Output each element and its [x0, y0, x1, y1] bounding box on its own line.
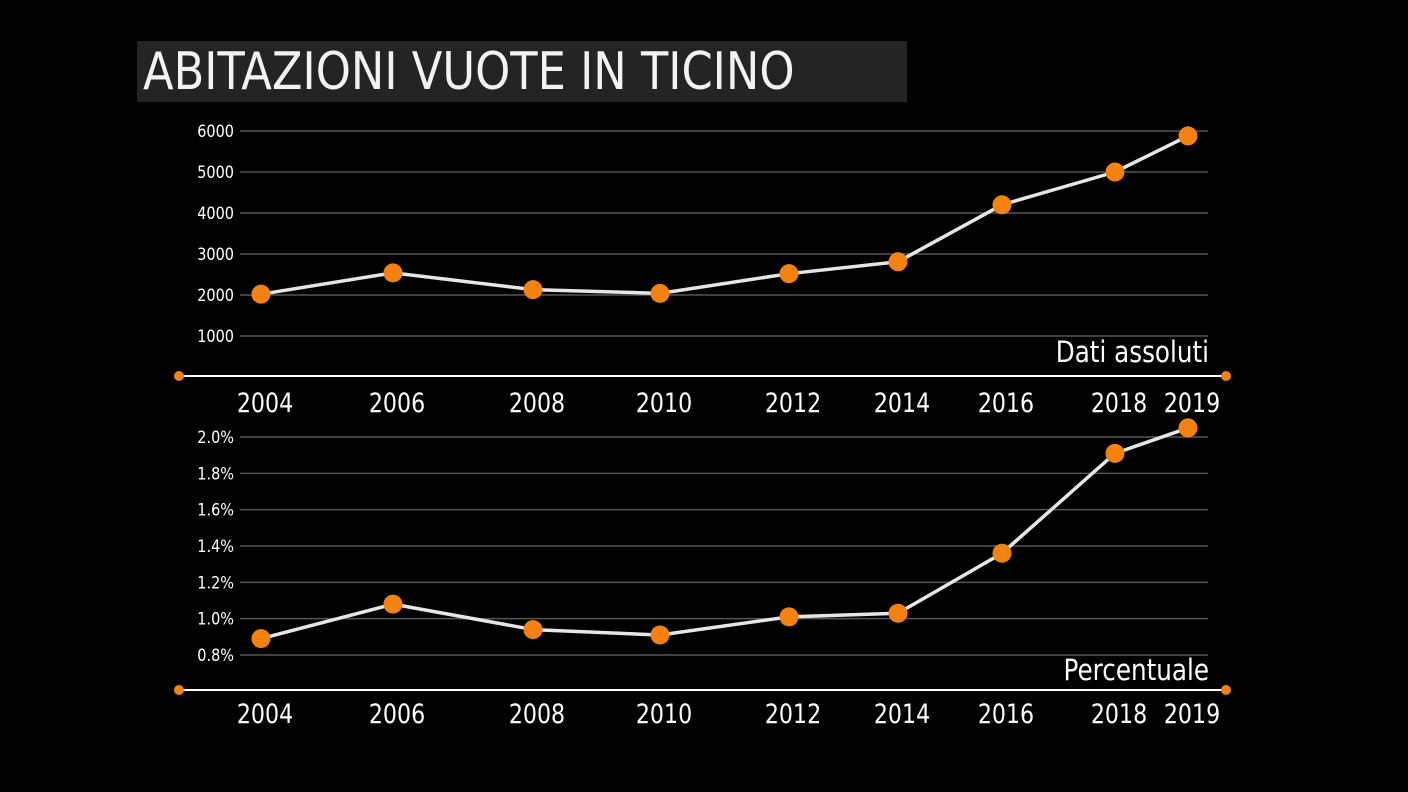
- x-tick-label: 2014: [874, 698, 930, 730]
- y-tick-label: 2.0%: [197, 427, 234, 447]
- y-tick-label: 4000: [197, 203, 234, 223]
- axis-end-dot: [1221, 685, 1231, 695]
- title-banner: ABITAZIONI VUOTE IN TICINO: [137, 41, 907, 102]
- x-tick-label: 2006: [369, 698, 425, 730]
- data-point: [251, 284, 271, 304]
- data-point: [251, 629, 271, 649]
- x-tick-label: 2010: [636, 698, 692, 730]
- data-point: [1178, 418, 1198, 438]
- y-tick-label: 1.6%: [197, 500, 234, 520]
- data-point: [383, 263, 403, 283]
- y-tick-label: 6000: [197, 121, 234, 141]
- y-tick-label: 5000: [197, 162, 234, 182]
- data-point: [779, 264, 799, 284]
- x-tick-label: 2006: [369, 387, 425, 419]
- chart-title: ABITAZIONI VUOTE IN TICINO: [143, 41, 795, 102]
- x-tick-label: 2004: [237, 698, 293, 730]
- data-point: [888, 603, 908, 623]
- data-point: [992, 543, 1012, 563]
- x-tick-label: 2004: [237, 387, 293, 419]
- y-tick-label: 2000: [197, 285, 234, 305]
- x-tick-label: 2016: [978, 387, 1034, 419]
- y-tick-label: 1.0%: [197, 609, 234, 629]
- x-tick-label: 2019: [1164, 698, 1220, 730]
- y-tick-label: 3000: [197, 244, 234, 264]
- data-point: [992, 195, 1012, 215]
- x-tick-label: 2012: [765, 698, 821, 730]
- data-point: [888, 252, 908, 272]
- y-tick-label: 1.4%: [197, 536, 234, 556]
- axis-end-dot: [1221, 371, 1231, 381]
- x-tick-label: 2018: [1091, 698, 1147, 730]
- data-point: [523, 280, 543, 300]
- data-point: [650, 283, 670, 303]
- y-tick-label: 1000: [197, 326, 234, 346]
- x-tick-label: 2019: [1164, 387, 1220, 419]
- x-tick-label: 2014: [874, 387, 930, 419]
- x-tick-label: 2008: [509, 698, 565, 730]
- axis-end-dot: [174, 685, 184, 695]
- chart-caption: Percentuale: [1064, 654, 1209, 687]
- y-tick-label: 0.8%: [197, 645, 234, 665]
- data-point: [1105, 443, 1125, 463]
- chart-caption: Dati assoluti: [1056, 336, 1209, 369]
- x-tick-label: 2012: [765, 387, 821, 419]
- x-tick-label: 2018: [1091, 387, 1147, 419]
- x-tick-label: 2010: [636, 387, 692, 419]
- axis-end-dot: [174, 371, 184, 381]
- data-point: [779, 607, 799, 627]
- x-tick-label: 2008: [509, 387, 565, 419]
- x-tick-label: 2016: [978, 698, 1034, 730]
- data-point: [523, 620, 543, 640]
- data-point: [650, 625, 670, 645]
- y-tick-label: 1.8%: [197, 463, 234, 483]
- y-tick-label: 1.2%: [197, 572, 234, 592]
- data-point: [383, 594, 403, 614]
- data-point: [1178, 126, 1198, 146]
- data-point: [1105, 162, 1125, 182]
